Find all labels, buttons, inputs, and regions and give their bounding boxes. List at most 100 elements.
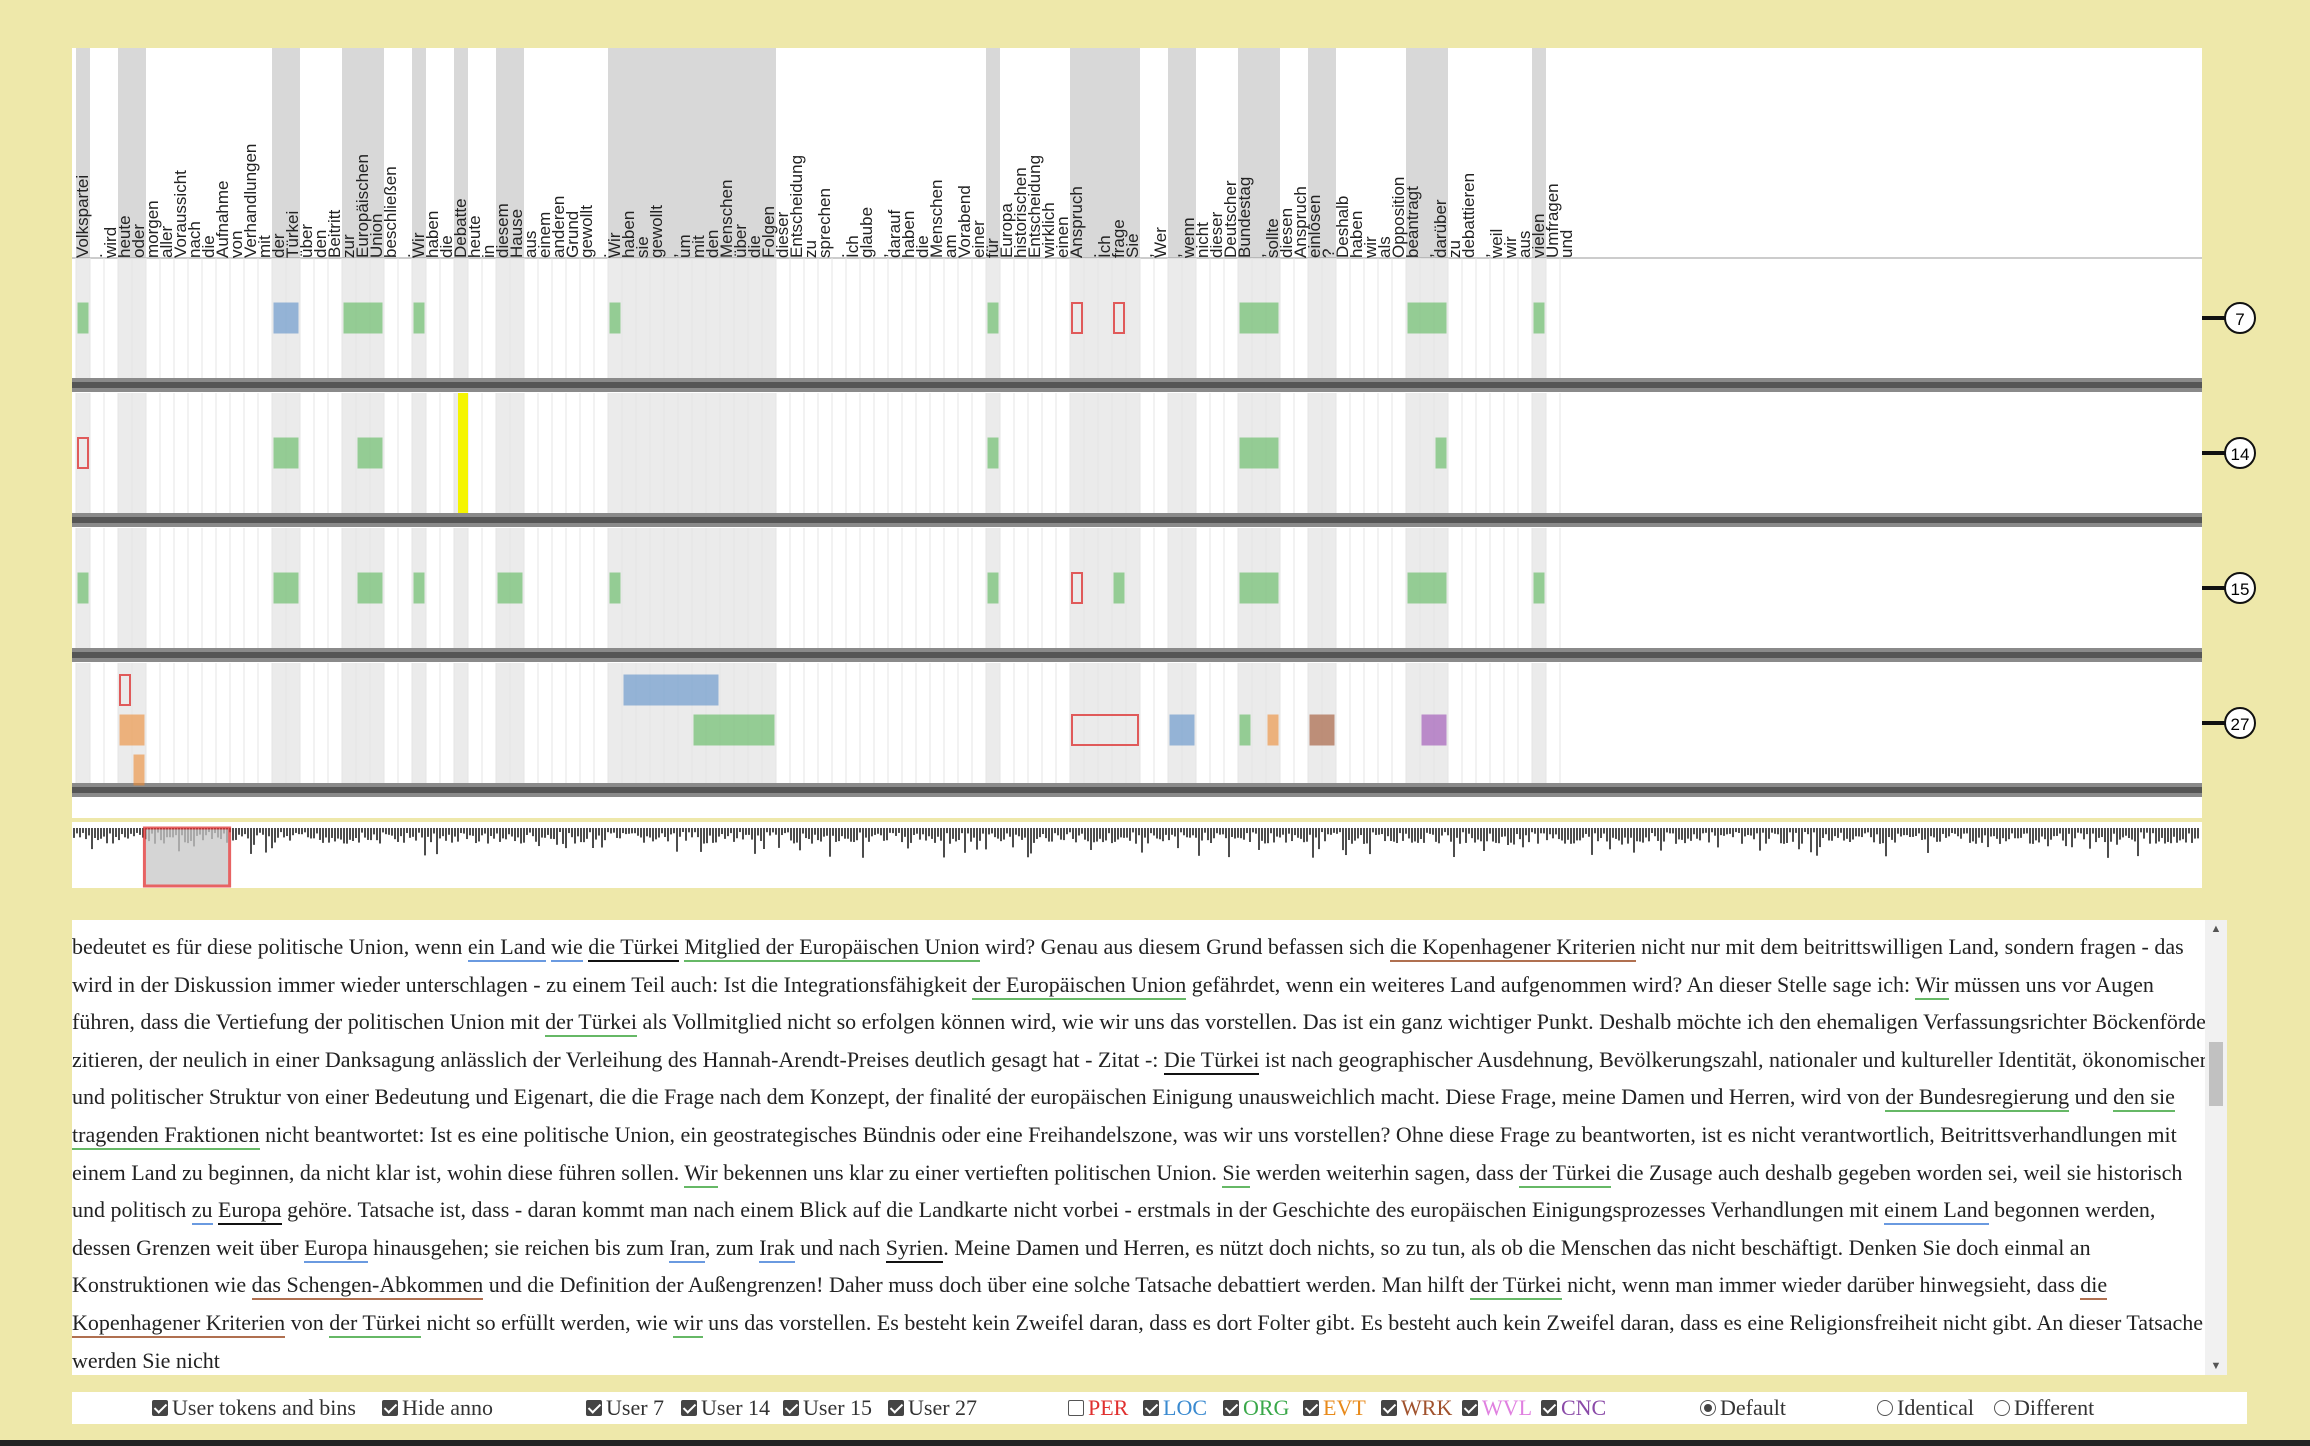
checkbox-icon[interactable] bbox=[382, 1400, 398, 1416]
row-column-shade bbox=[734, 393, 748, 513]
text-segment: hinausgehen; sie reichen bis zum bbox=[367, 1234, 670, 1260]
wrk-toggle[interactable]: WRK bbox=[1381, 1392, 1452, 1424]
checkbox-icon[interactable] bbox=[681, 1400, 697, 1416]
hide-anno-toggle[interactable]: Hide anno bbox=[382, 1392, 493, 1424]
token-column-shade bbox=[608, 48, 622, 258]
row-column-shade bbox=[1532, 393, 1546, 513]
row-column-shade bbox=[1182, 528, 1196, 648]
loc-toggle[interactable]: LOC bbox=[1143, 1392, 1207, 1424]
user-tokens-bins-toggle[interactable]: User tokens and bins bbox=[152, 1392, 356, 1424]
wvl-toggle[interactable]: WVL bbox=[1462, 1392, 1532, 1424]
entity-mention: der Türkei bbox=[329, 1309, 422, 1338]
entity-mention: der Bundesregierung bbox=[1885, 1084, 2070, 1113]
checkbox-icon[interactable] bbox=[1223, 1400, 1239, 1416]
entity-mention: Wir bbox=[684, 1159, 718, 1188]
text-segment: und die Definition der Außengrenzen! Dah… bbox=[483, 1272, 1470, 1298]
per-annotation-box bbox=[1071, 572, 1083, 604]
row-column-shade bbox=[650, 393, 664, 513]
radio-icon[interactable] bbox=[1700, 1400, 1716, 1416]
document-text-panel[interactable]: bedeutet es für diese politische Union, … bbox=[72, 920, 2227, 1375]
org-annotation-box bbox=[987, 572, 999, 604]
token-column-shade bbox=[720, 48, 734, 258]
document-paragraph: bedeutet es für diese politische Union, … bbox=[72, 928, 2207, 1375]
checkbox-icon[interactable] bbox=[1303, 1400, 1319, 1416]
user-14-toggle[interactable]: User 14 bbox=[681, 1392, 770, 1424]
token-header: Volkspartei. wird heute oder morgen aller Vora… bbox=[72, 48, 2202, 260]
org-annotation-box bbox=[987, 437, 999, 469]
text-scrollbar[interactable]: ▲ ▼ bbox=[2205, 920, 2227, 1375]
token-column-shade bbox=[496, 48, 510, 258]
row-column-shade bbox=[1308, 393, 1322, 513]
entity-mention: der Türkei bbox=[545, 1009, 637, 1038]
checkbox-icon[interactable] bbox=[586, 1400, 602, 1416]
scroll-down-icon[interactable]: ▼ bbox=[2210, 1360, 2222, 1372]
user-label-7[interactable]: 7 bbox=[2224, 302, 2256, 334]
per-annotation-box bbox=[1113, 302, 1125, 334]
minimap[interactable] bbox=[72, 822, 2202, 888]
scroll-up-icon[interactable]: ▲ bbox=[2210, 923, 2222, 935]
token-column-shade bbox=[1182, 48, 1196, 258]
org-toggle[interactable]: ORG bbox=[1223, 1392, 1289, 1424]
radio-icon[interactable] bbox=[1877, 1400, 1893, 1416]
row-column-shade bbox=[1126, 393, 1140, 513]
entity-mention: Mitglied der Europäischen Union bbox=[684, 934, 980, 962]
radio-icon[interactable] bbox=[1994, 1400, 2010, 1416]
user-rows bbox=[72, 258, 2238, 797]
scroll-thumb[interactable] bbox=[2209, 1042, 2223, 1106]
mode-different-radio[interactable]: Different bbox=[1994, 1392, 2094, 1424]
token-column-shade bbox=[1406, 48, 1420, 258]
row-column-shade bbox=[1084, 393, 1098, 513]
text-segment: von bbox=[285, 1309, 330, 1335]
user-label-27[interactable]: 27 bbox=[2224, 707, 2256, 739]
row-column-shade bbox=[1084, 258, 1098, 378]
per-toggle[interactable]: PER bbox=[1068, 1392, 1128, 1424]
checkbox-icon[interactable] bbox=[783, 1400, 799, 1416]
user-label-14[interactable]: 14 bbox=[2224, 437, 2256, 469]
text-segment: nicht beantwortet: Ist es eine politisch… bbox=[72, 1121, 2177, 1185]
entity-mention: Irak bbox=[759, 1234, 795, 1263]
org-annotation-box bbox=[1113, 572, 1125, 604]
row-column-shade bbox=[132, 393, 146, 513]
loc-annotation-box bbox=[1169, 714, 1195, 746]
checkbox-icon[interactable] bbox=[152, 1400, 168, 1416]
text-segment: als Vollmitglied nicht so erfolgen könne… bbox=[72, 1009, 2206, 1072]
row-column-shade bbox=[748, 393, 762, 513]
token-column-shade bbox=[650, 48, 664, 258]
row-column-shade bbox=[664, 258, 678, 378]
org-annotation-box bbox=[497, 572, 523, 604]
text-segment: . Meine Damen und Herren, es nützt doch … bbox=[72, 1234, 2091, 1298]
user-27-toggle[interactable]: User 27 bbox=[888, 1392, 977, 1424]
evt-toggle[interactable]: EVT bbox=[1303, 1392, 1366, 1424]
wvl-label: WVL bbox=[1482, 1395, 1533, 1420]
mode-identical-radio[interactable]: Identical bbox=[1877, 1392, 1974, 1424]
org-annotation-box bbox=[273, 572, 299, 604]
token-column-shade bbox=[748, 48, 762, 258]
row-column-shade bbox=[650, 528, 664, 648]
per-annotation-box bbox=[119, 674, 131, 706]
row-column-shade bbox=[76, 663, 90, 783]
text-segment: , zum bbox=[704, 1234, 760, 1260]
token-column-shade bbox=[706, 48, 720, 258]
row-column-shade bbox=[1322, 393, 1336, 513]
checkbox-icon[interactable] bbox=[1462, 1400, 1478, 1416]
row-column-shade bbox=[1084, 528, 1098, 648]
user-label-15[interactable]: 15 bbox=[2224, 572, 2256, 604]
checkbox-icon[interactable] bbox=[1381, 1400, 1397, 1416]
entity-mention: Iran bbox=[669, 1234, 705, 1263]
text-segment: nicht nur mit dem beitrittswilligen Land… bbox=[72, 934, 2184, 997]
token-column-shade bbox=[1532, 48, 1546, 258]
user-15-toggle[interactable]: User 15 bbox=[783, 1392, 872, 1424]
mode-default-radio[interactable]: Default bbox=[1700, 1392, 1786, 1424]
row-column-shade bbox=[118, 258, 132, 378]
text-segment: nicht, wenn man immer wieder darüber hin… bbox=[1561, 1272, 2081, 1298]
cnc-toggle[interactable]: CNC bbox=[1541, 1392, 1606, 1424]
checkbox-icon[interactable] bbox=[1541, 1400, 1557, 1416]
row-separator-core bbox=[72, 787, 2202, 793]
checkbox-icon[interactable] bbox=[888, 1400, 904, 1416]
entity-mention: das Schengen-Abkommen bbox=[251, 1272, 484, 1301]
token-column-shade bbox=[510, 48, 524, 258]
user-7-toggle[interactable]: User 7 bbox=[586, 1392, 664, 1424]
row-column-shade bbox=[1126, 258, 1140, 378]
checkbox-icon[interactable] bbox=[1068, 1400, 1084, 1416]
checkbox-icon[interactable] bbox=[1143, 1400, 1159, 1416]
